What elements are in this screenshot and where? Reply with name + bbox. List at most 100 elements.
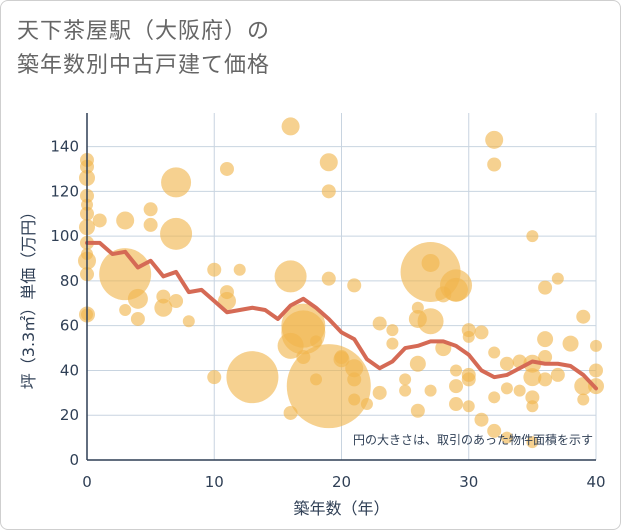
x-tick-label: 30 — [459, 473, 478, 491]
data-bubble — [160, 217, 193, 250]
y-tick-label: 140 — [50, 138, 79, 156]
data-bubble — [449, 379, 464, 394]
y-axis-label: 坪（3.3㎡）単価（万円） — [19, 204, 38, 389]
data-bubble — [526, 436, 539, 449]
data-bubble — [525, 390, 540, 405]
x-axis-label: 築年数（年） — [293, 499, 389, 518]
data-bubble — [92, 213, 107, 228]
data-bubble — [347, 372, 362, 387]
data-bubble — [551, 272, 564, 285]
trend-line — [85, 240, 598, 391]
data-bubble — [562, 335, 579, 352]
x-tick-label: 0 — [82, 473, 92, 491]
data-bubble — [576, 309, 591, 324]
axes: 0 10 20 30 40 0 20 40 60 80 100 120 140 — [50, 113, 606, 491]
data-bubble — [360, 398, 373, 411]
data-bubble — [319, 153, 338, 172]
data-bubble — [513, 384, 526, 397]
data-bubble — [386, 324, 399, 337]
data-bubble — [161, 167, 192, 198]
data-bubble — [499, 356, 514, 371]
data-bubble — [130, 311, 145, 326]
data-bubble — [550, 367, 565, 382]
data-bubble — [523, 368, 542, 387]
data-bubble — [321, 184, 336, 199]
data-bubble — [474, 412, 489, 427]
data-bubble — [500, 382, 513, 395]
x-tick-label: 40 — [586, 473, 605, 491]
y-tick-label: 100 — [50, 227, 79, 245]
data-bubble — [386, 337, 399, 350]
data-bubble — [526, 230, 539, 243]
data-bubble — [143, 202, 158, 217]
trend-series — [85, 240, 598, 391]
chart-title-line-2: 築年数別中古戸建て価格 — [17, 53, 271, 78]
data-bubble — [409, 355, 426, 372]
data-bubble — [310, 335, 323, 348]
data-bubble — [99, 248, 152, 301]
data-bubble — [461, 372, 476, 387]
data-bubble — [274, 260, 307, 293]
data-bubble — [449, 397, 464, 412]
data-bubble — [226, 351, 279, 404]
data-bubble — [127, 288, 148, 309]
x-tick-label: 10 — [205, 473, 224, 491]
data-bubble — [143, 217, 158, 232]
y-tick-label: 40 — [60, 361, 79, 379]
data-bubble — [538, 350, 553, 365]
data-bubble — [207, 370, 222, 385]
data-bubble — [462, 330, 475, 343]
data-bubble — [116, 211, 135, 230]
data-bubble — [281, 117, 300, 136]
data-bubble — [334, 350, 349, 365]
data-bubble — [590, 339, 602, 352]
data-bubble — [399, 384, 412, 397]
data-bubble — [417, 308, 444, 335]
data-bubble — [217, 292, 236, 311]
size-note: 円の大きさは、取引のあった物件面積を示す — [353, 432, 593, 447]
data-bubble — [410, 403, 425, 418]
data-bubble — [487, 423, 502, 438]
data-bubble — [444, 277, 469, 302]
data-bubble — [347, 278, 362, 293]
y-tick-label: 60 — [60, 317, 79, 335]
data-bubble — [169, 294, 184, 309]
y-tick-label: 80 — [60, 272, 79, 290]
y-tick-label: 120 — [50, 182, 79, 200]
data-bubble — [589, 363, 603, 378]
data-bubble — [399, 373, 412, 386]
data-bubble — [537, 331, 554, 348]
bubble-series — [78, 117, 604, 449]
data-bubble — [474, 325, 489, 340]
data-bubble — [500, 431, 513, 444]
data-bubble — [538, 280, 553, 295]
data-bubble — [450, 364, 463, 377]
data-bubble — [345, 359, 364, 378]
y-tick-label: 0 — [69, 451, 79, 469]
data-bubble — [462, 400, 475, 413]
data-bubble — [485, 130, 504, 149]
y-tick-label: 20 — [60, 406, 79, 424]
x-tick-label: 20 — [332, 473, 351, 491]
data-bubble — [219, 161, 234, 176]
data-bubble — [372, 385, 387, 400]
data-bubble — [207, 262, 222, 277]
data-bubble — [488, 346, 501, 359]
chart-title: 天下茶屋駅（大阪府）の 築年数別中古戸建て価格 — [17, 15, 270, 83]
data-bubble — [286, 344, 371, 429]
data-bubble — [233, 263, 246, 276]
data-bubble — [348, 393, 361, 406]
data-bubble — [424, 384, 437, 397]
data-bubble — [182, 315, 195, 328]
data-bubble — [421, 253, 440, 272]
chart-title-line-1: 天下茶屋駅（大阪府）の — [17, 19, 271, 44]
data-bubble — [526, 400, 539, 413]
data-bubble — [119, 304, 132, 317]
data-bubble — [487, 157, 502, 172]
data-bubble — [321, 271, 336, 286]
data-bubble — [577, 393, 590, 406]
data-bubble — [488, 391, 501, 404]
data-bubble — [538, 372, 553, 387]
data-bubble — [372, 316, 387, 331]
